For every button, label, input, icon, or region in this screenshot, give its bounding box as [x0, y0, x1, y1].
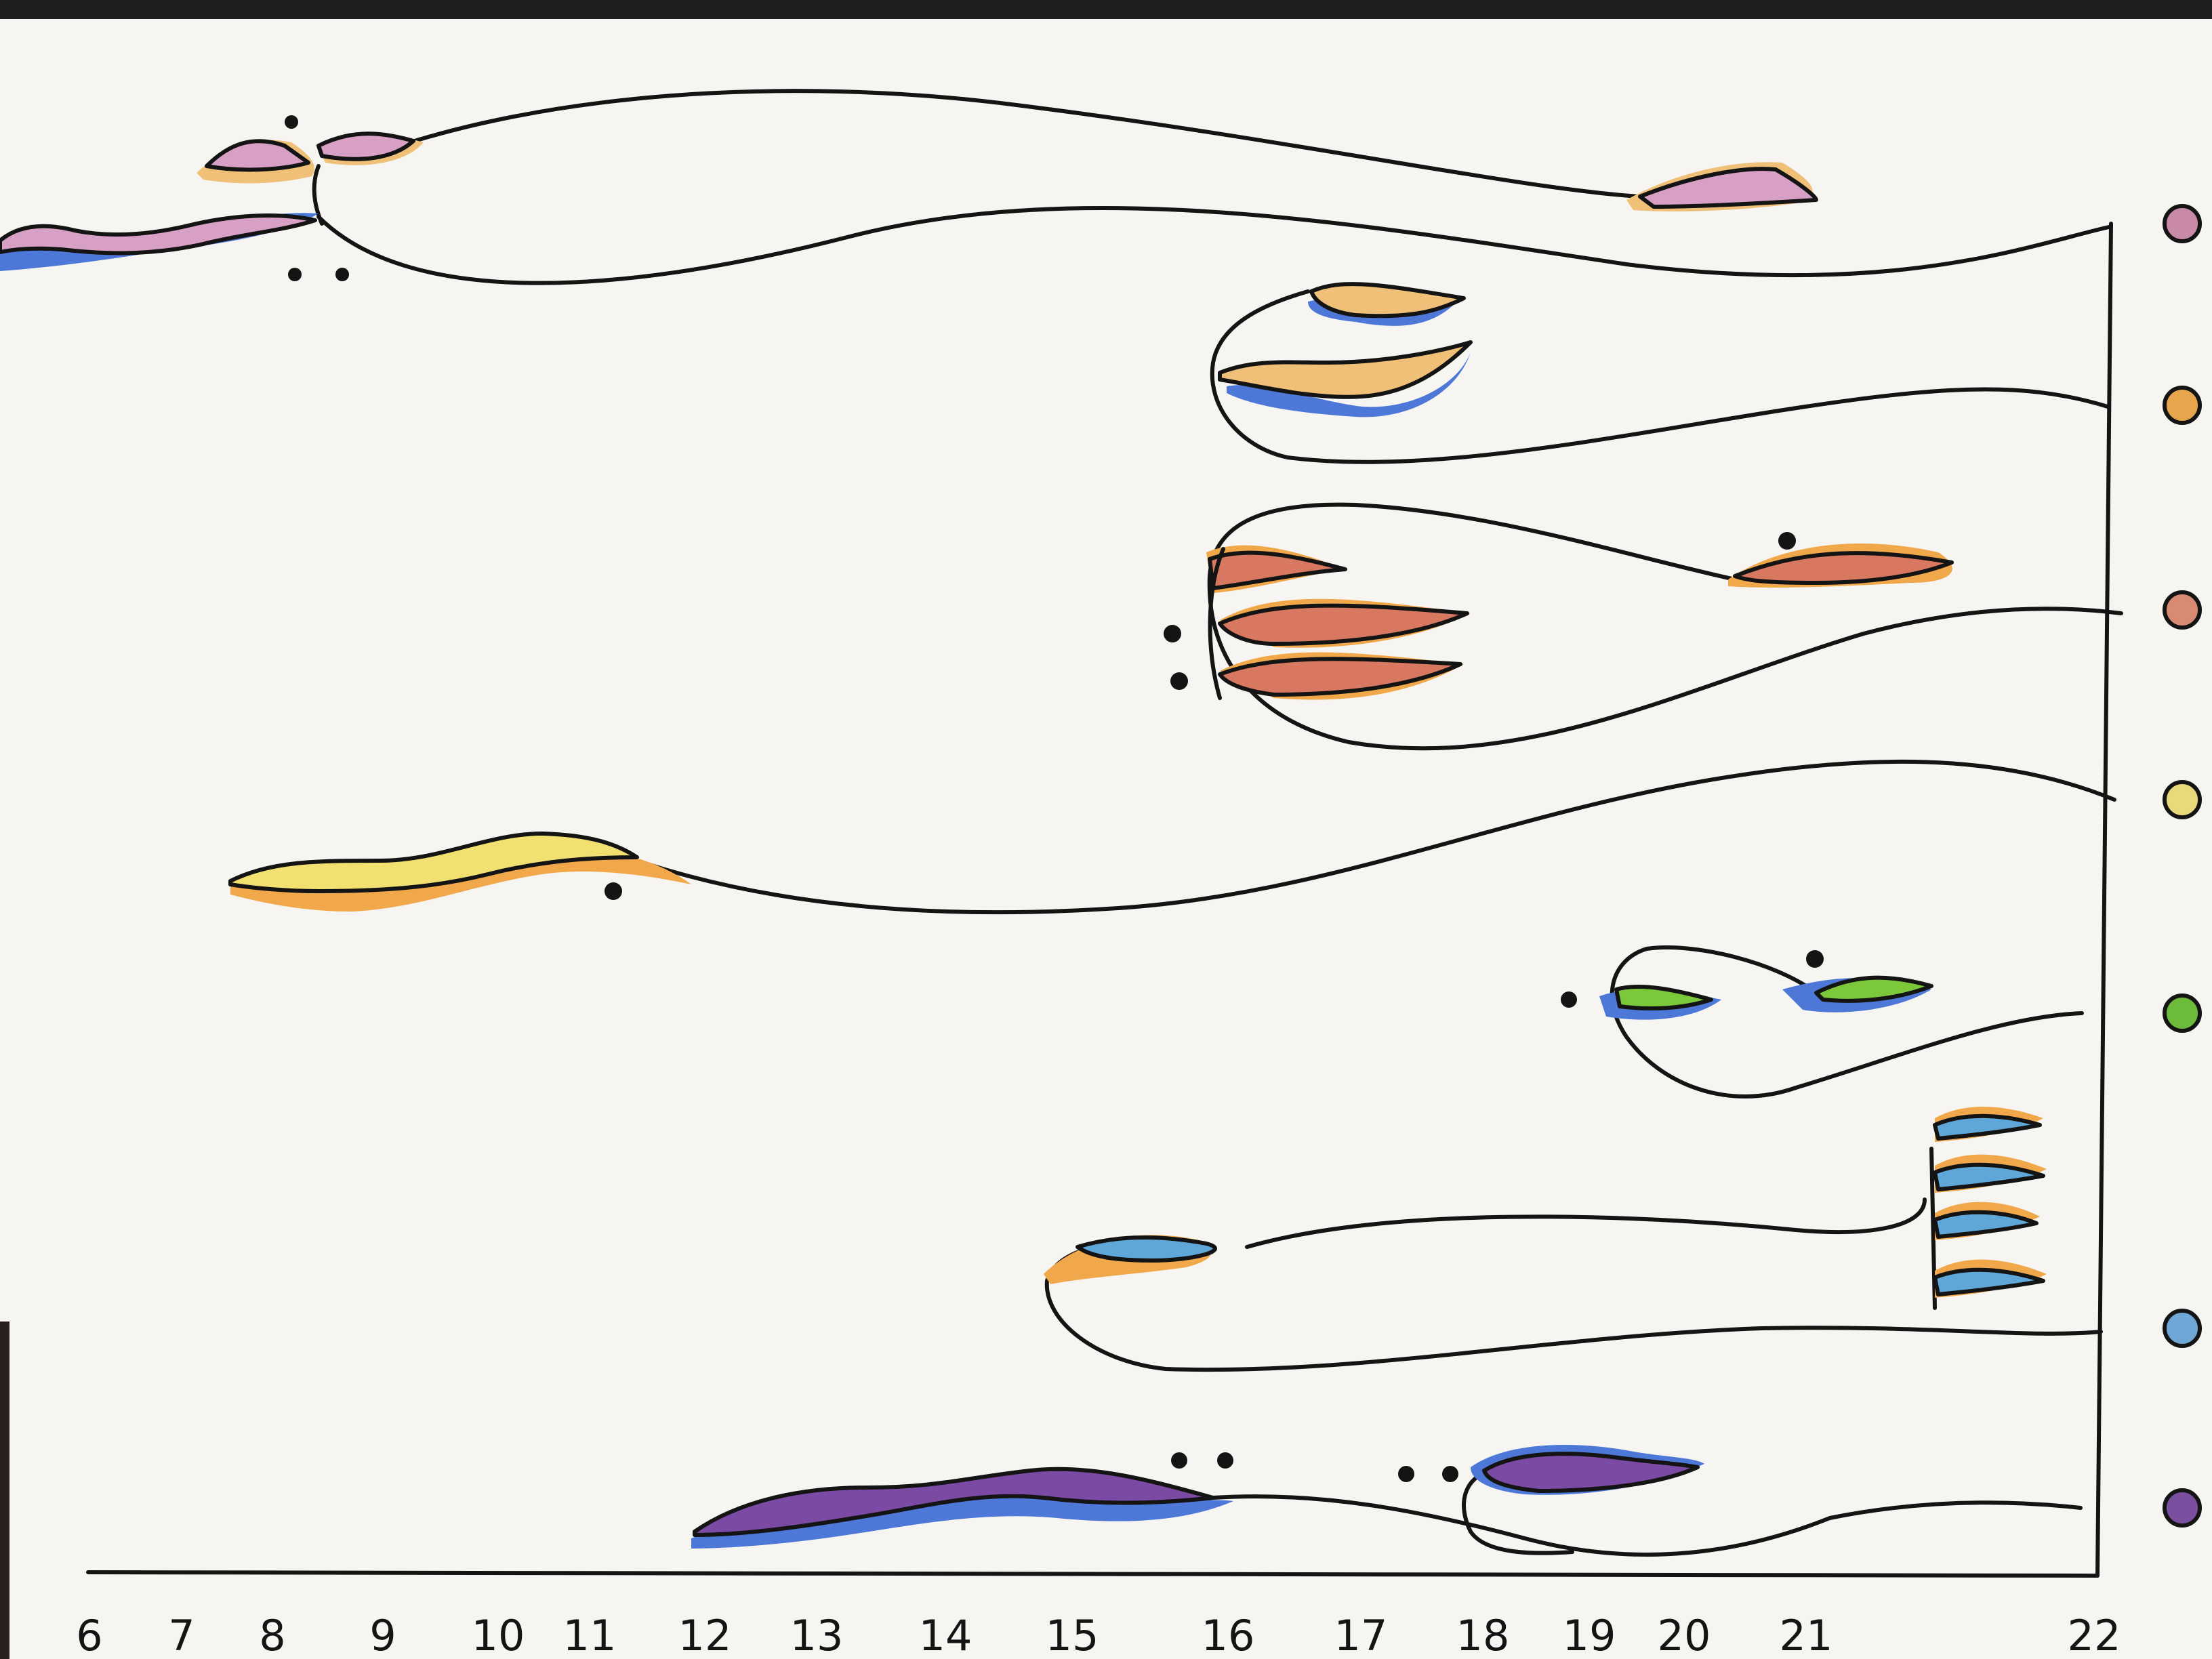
lane-purple-contour — [1211, 1494, 2083, 1557]
lane-purple-loop — [1462, 1469, 1574, 1555]
lane-pink — [0, 89, 2111, 285]
lane-green-dot — [1561, 991, 1577, 1008]
top-dark-edge — [0, 0, 2212, 19]
axis-tick-label: 19 — [1563, 1611, 1616, 1659]
lane-purple-dot — [1398, 1466, 1414, 1482]
axis-tick-label: 20 — [1658, 1611, 1711, 1659]
lane-orange-loop — [1210, 289, 2110, 464]
legend-swatch — [2163, 780, 2202, 819]
lane-salmon-dot — [1164, 625, 1181, 642]
lane-purple-dot — [1171, 1452, 1187, 1469]
left-shadow-edge — [0, 1322, 9, 1659]
lane-pink-dot — [335, 268, 349, 281]
x-axis-ticks: 6 7 8 9 10 11 12 13 14 15 16 17 18 19 20 21 22 — [76, 1611, 2121, 1659]
axis-tick-label: 22 — [2068, 1611, 2121, 1659]
lane-yellow — [228, 759, 2116, 915]
lane-pink-right-leaf — [316, 131, 415, 161]
lane-pink-left-leaf — [205, 139, 310, 172]
lane-yellow-dot — [605, 882, 622, 900]
lane-green-head — [1614, 985, 1713, 1010]
legend-swatch — [2163, 994, 2202, 1033]
axis-tick-label: 12 — [678, 1611, 732, 1659]
lane-pink-upper-contour — [377, 89, 1642, 199]
lane-purple-dot — [1217, 1452, 1233, 1469]
lane-pink-left-tail — [0, 213, 317, 255]
lane-orange — [1210, 282, 2110, 464]
lane-yellow-contour — [635, 759, 2116, 915]
lane-salmon-flame-3 — [1218, 657, 1462, 697]
lane-cyan — [1044, 1107, 2103, 1372]
axis-tick-label: 13 — [790, 1611, 844, 1659]
axis-tick-label: 16 — [1202, 1611, 1255, 1659]
lane-salmon-dot — [1170, 672, 1188, 690]
legend — [2163, 204, 2202, 1528]
lane-cyan-tooth-4 — [1933, 1267, 2045, 1296]
lane-salmon-loop — [1207, 502, 2123, 751]
axis-tick-label: 6 — [76, 1611, 102, 1659]
lane-cyan-tooth-2 — [1933, 1162, 2045, 1191]
axis-tick-label: 7 — [168, 1611, 194, 1659]
lane-pink-stem — [312, 164, 324, 226]
lane-orange-lower-flame-shadow — [1227, 352, 1471, 417]
lane-pink-lower-contour — [316, 206, 2111, 285]
lane-green-dot — [1806, 950, 1824, 968]
lane-orange-lower-flame — [1218, 340, 1473, 399]
axis-tick-label: 10 — [472, 1611, 525, 1659]
lane-green-tail — [1814, 975, 1933, 1003]
lane-pink-dot — [288, 268, 302, 281]
lane-cyan-head — [1076, 1235, 1217, 1263]
lane-purple-dot — [1442, 1466, 1458, 1482]
lane-salmon-flame-2 — [1218, 603, 1469, 646]
lane-yellow-tail — [228, 832, 639, 893]
axis-tick-label: 8 — [259, 1611, 285, 1659]
lane-salmon-flame-1 — [1208, 550, 1347, 590]
lane-purple — [691, 1445, 2083, 1557]
axis-tick-label: 11 — [563, 1611, 617, 1659]
legend-swatch — [2163, 386, 2202, 425]
axis-tick-label: 14 — [919, 1611, 972, 1659]
axis-tick-label: 9 — [369, 1611, 396, 1659]
lane-green — [1561, 945, 2084, 1099]
lane-salmon — [1164, 502, 2123, 751]
axis-tick-label: 18 — [1456, 1611, 1510, 1659]
legend-swatch — [2163, 204, 2202, 243]
axis-tick-label: 21 — [1780, 1611, 1833, 1659]
axis-tick-label: 17 — [1334, 1611, 1388, 1659]
lane-orange-upper-flame — [1309, 282, 1466, 319]
lane-purple-tail — [693, 1467, 1215, 1537]
lane-salmon-dot — [1778, 532, 1796, 550]
axis-tick-label: 15 — [1046, 1611, 1099, 1659]
lane-pink-right-tail — [1638, 167, 1818, 209]
legend-swatch — [2163, 1309, 2202, 1348]
right-vertical-line — [2095, 222, 2113, 1578]
x-axis-line — [86, 1570, 2100, 1578]
lane-pink-dot — [285, 115, 298, 129]
legend-swatch — [2163, 1488, 2202, 1528]
legend-swatch — [2163, 590, 2202, 630]
lane-salmon-tail — [1733, 551, 1954, 585]
lane-green-loop — [1610, 945, 2084, 1099]
lane-purple-head — [1482, 1452, 1700, 1493]
lane-salmon-bracket — [1208, 547, 1225, 700]
lane-cyan-tooth-3 — [1933, 1210, 2039, 1239]
lane-cyan-tooth-1 — [1933, 1113, 2042, 1141]
